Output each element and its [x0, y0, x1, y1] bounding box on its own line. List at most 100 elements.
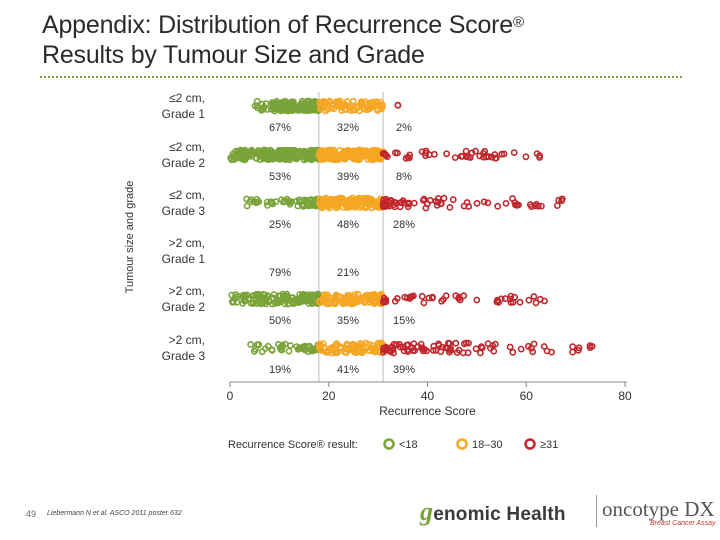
point-low: [235, 147, 242, 155]
point-low: [268, 346, 276, 354]
point-intermediate: [343, 342, 351, 349]
point-high: [494, 202, 502, 210]
point-high: [400, 347, 408, 355]
point-intermediate: [332, 292, 340, 300]
point-low: [252, 290, 260, 298]
point-low: [281, 106, 289, 114]
point-high: [506, 295, 514, 303]
point-high: [420, 299, 428, 307]
point-high: [462, 147, 470, 155]
point-low: [252, 199, 260, 207]
point-high: [386, 199, 394, 207]
point-high: [536, 154, 543, 161]
point-intermediate: [341, 105, 349, 113]
point-high: [476, 349, 484, 357]
point-low: [295, 152, 303, 160]
point-intermediate: [344, 291, 352, 299]
point-high: [418, 148, 426, 155]
point-high: [491, 154, 499, 162]
point-high: [506, 343, 514, 351]
point-low: [253, 341, 261, 348]
point-intermediate: [332, 343, 340, 351]
pct-label-3-intermediate: 21%: [337, 267, 359, 279]
point-low: [303, 197, 311, 205]
point-high: [444, 339, 452, 347]
row-label-5-line1: >2 cm,: [169, 333, 205, 347]
pct-label-0-low: 67%: [269, 122, 291, 134]
point-low: [307, 291, 314, 299]
point-high: [463, 199, 471, 206]
point-high: [460, 292, 468, 300]
point-low: [290, 298, 297, 306]
point-high: [381, 297, 389, 304]
pct-label-4-low: 50%: [269, 315, 291, 327]
point-high: [394, 101, 402, 109]
point-high: [558, 195, 566, 203]
point-high: [480, 198, 488, 206]
point-high: [510, 149, 518, 156]
point-intermediate: [340, 298, 348, 306]
point-intermediate: [360, 150, 367, 158]
row-label-1-line2: Grade 2: [162, 156, 206, 170]
point-high: [569, 343, 576, 351]
point-high: [465, 339, 472, 347]
point-intermediate: [323, 291, 331, 299]
point-intermediate: [334, 102, 341, 110]
point-high: [391, 297, 399, 305]
point-low: [278, 341, 286, 349]
point-low: [270, 291, 278, 298]
point-low: [248, 152, 255, 160]
point-low: [288, 103, 295, 110]
point-low: [247, 340, 254, 348]
point-low: [294, 104, 302, 111]
point-high: [491, 340, 499, 348]
y-axis-title: Tumour size and grade: [124, 181, 136, 294]
point-intermediate: [343, 148, 350, 156]
x-tick-label-60: 60: [520, 389, 534, 403]
point-high: [379, 348, 387, 356]
legend-marker-high: [524, 438, 536, 450]
legend-label-low: <18: [399, 439, 418, 451]
point-high: [507, 299, 515, 306]
point-low: [300, 196, 308, 204]
point-intermediate: [377, 98, 384, 106]
point-high: [529, 348, 537, 356]
row-label-4-line2: Grade 2: [162, 300, 206, 314]
point-low: [260, 105, 267, 112]
point-high: [452, 339, 460, 347]
point-intermediate: [369, 199, 377, 206]
point-low: [264, 292, 272, 299]
point-high: [449, 196, 457, 204]
point-low: [285, 347, 293, 355]
point-intermediate: [316, 195, 324, 203]
point-intermediate: [322, 152, 330, 160]
registered-mark: ®: [513, 14, 524, 31]
point-high: [379, 201, 387, 209]
point-intermediate: [324, 105, 332, 113]
point-high: [553, 202, 561, 209]
legend-label-intermediate: 18–30: [472, 439, 503, 451]
point-intermediate: [376, 101, 384, 109]
row-label-2-line1: ≤2 cm,: [169, 188, 205, 202]
point-high: [426, 196, 434, 204]
x-tick-label-20: 20: [322, 389, 336, 403]
point-low: [267, 198, 275, 206]
point-high: [477, 343, 485, 351]
point-intermediate: [349, 97, 357, 105]
point-low: [309, 99, 316, 107]
point-intermediate: [343, 345, 351, 353]
point-high: [451, 154, 459, 161]
point-intermediate: [364, 155, 372, 163]
point-low: [283, 195, 291, 203]
point-intermediate: [333, 98, 340, 106]
point-high: [569, 348, 576, 356]
point-low: [255, 290, 263, 298]
row-label-3-line1: >2 cm,: [169, 236, 205, 250]
row-label-4-line1: >2 cm,: [169, 284, 205, 298]
point-high: [473, 296, 481, 304]
point-high: [404, 346, 411, 354]
point-low: [264, 342, 272, 350]
point-low: [273, 299, 281, 307]
point-low: [289, 151, 297, 159]
point-high: [440, 194, 448, 202]
